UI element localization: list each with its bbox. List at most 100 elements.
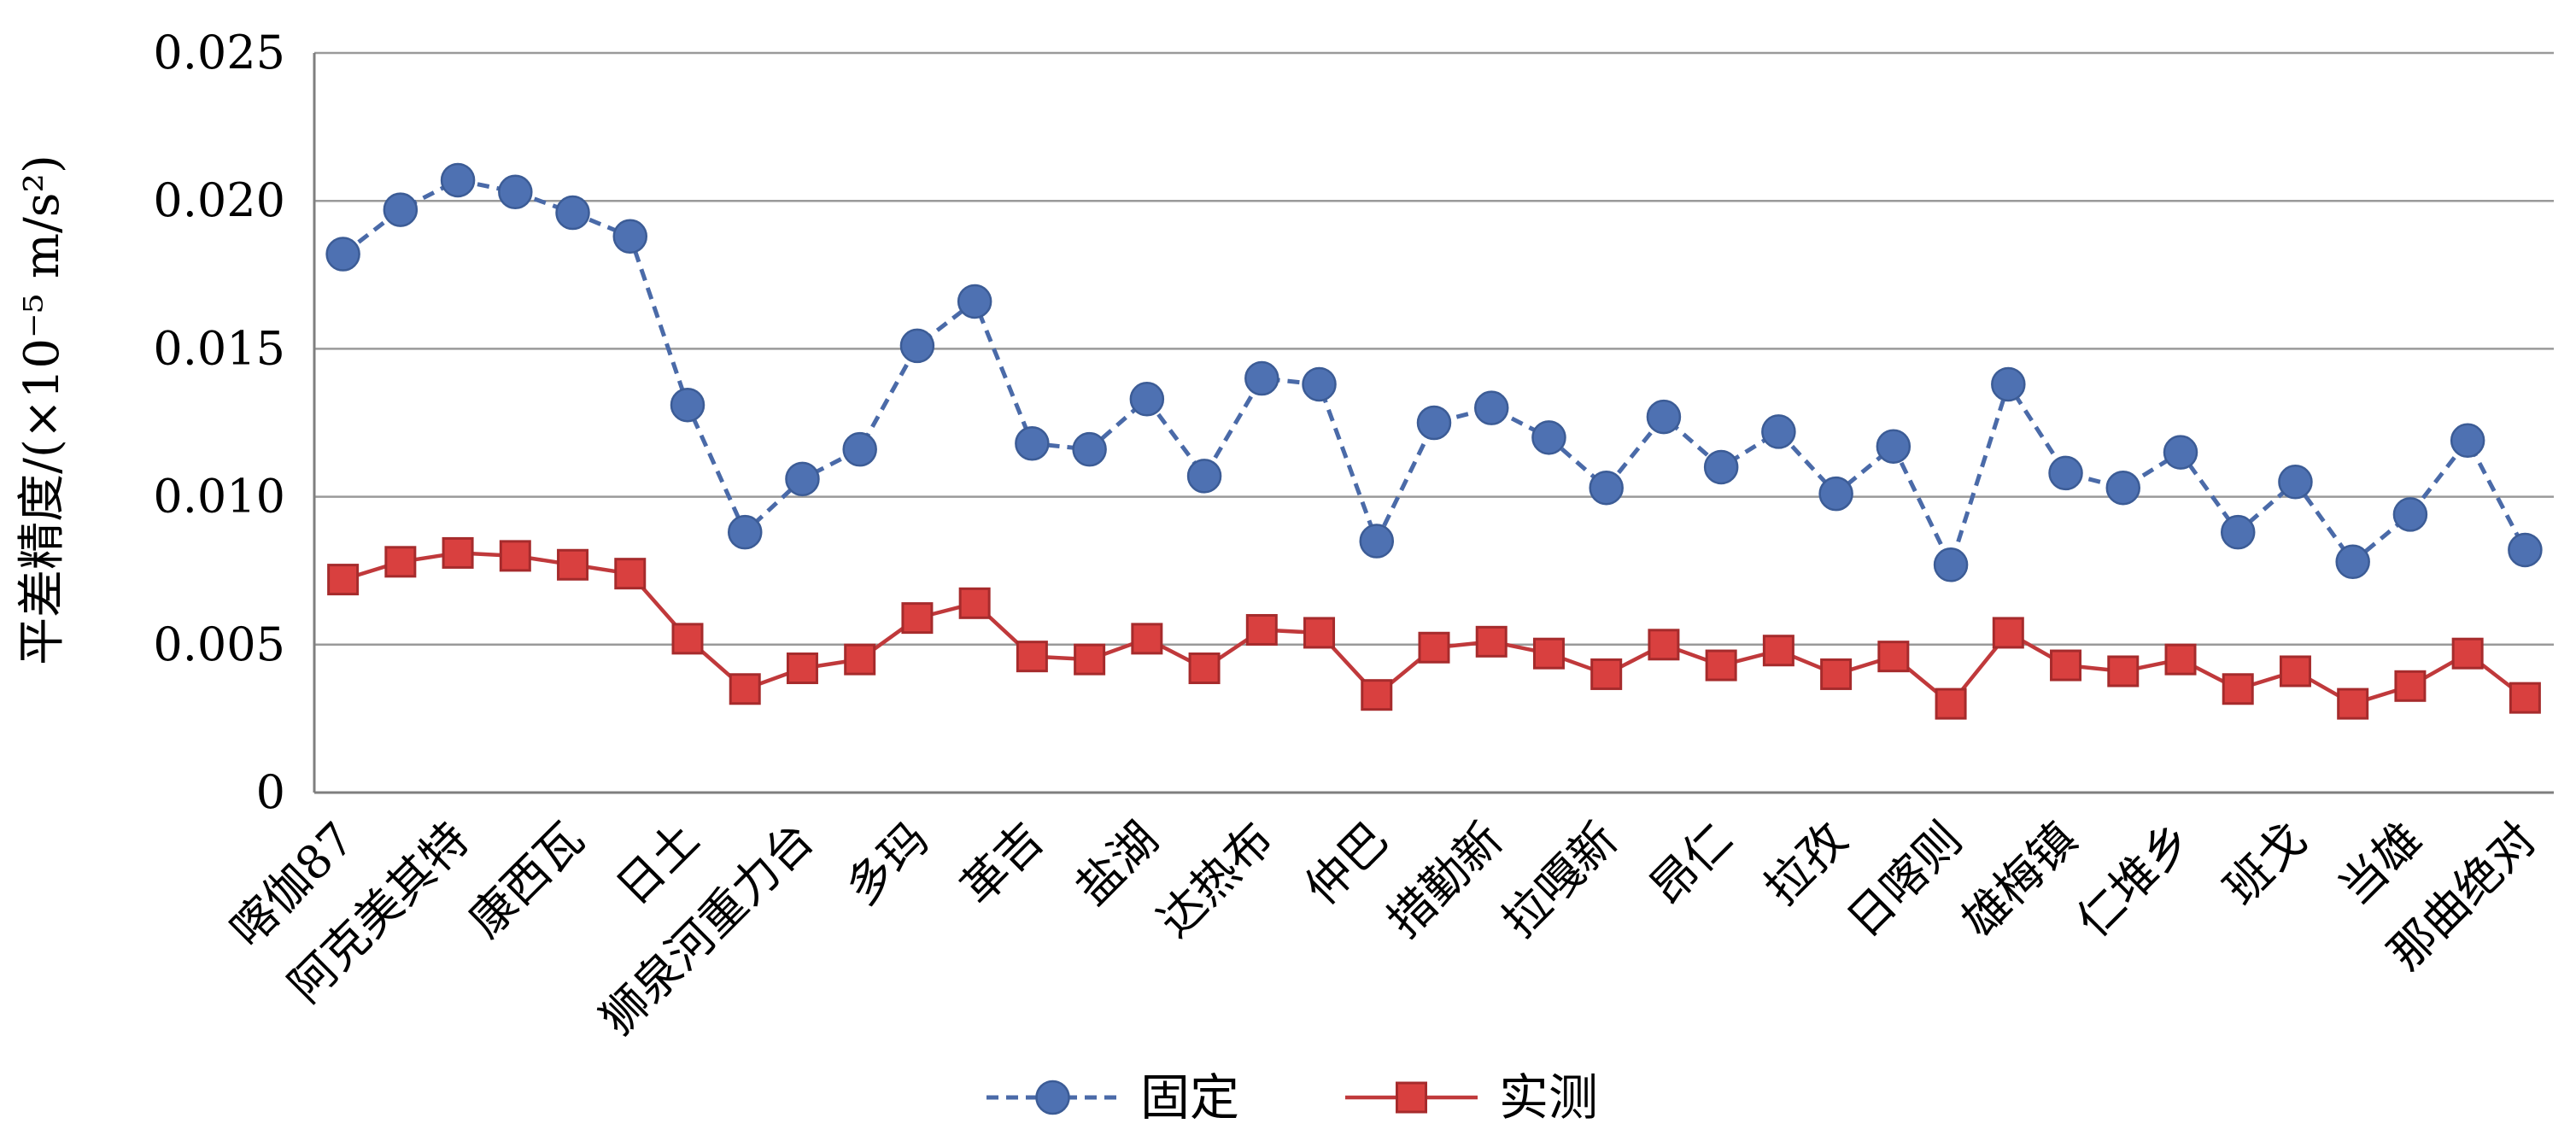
data-point [2335,544,2370,580]
x-category-label: 日土 [606,812,709,916]
x-category-label: 康西瓦 [459,812,594,948]
data-point [1072,431,1107,467]
data-point [670,387,705,423]
x-category-label: 日喀则 [1836,812,1972,948]
data-point [2508,532,2543,568]
data-point [901,602,934,635]
legend-marker [1396,1081,1427,1114]
data-point [1648,629,1680,661]
x-category-label: 多玛 [835,812,939,916]
data-point [2394,670,2427,702]
x-category-label: 当雄 [2328,812,2432,916]
data-point [2163,435,2198,470]
legend-item-measured: 实测 [1345,1068,1598,1127]
x-category-label: 狮泉河重力台 [590,812,824,1046]
data-point [2451,637,2484,670]
legend-label: 实测 [1499,1068,1598,1127]
data-point [1015,425,1050,461]
data-point [2220,514,2256,550]
data-point [1416,405,1452,441]
data-point [499,540,531,572]
legend-item-fixed: 固定 [986,1068,1239,1127]
data-point [1761,414,1796,449]
series-line [342,551,2526,706]
data-point [2050,649,2082,682]
data-point [383,192,419,227]
data-point [1818,476,1853,512]
data-point [785,461,820,497]
data-point [1244,360,1279,396]
data-point [2392,497,2428,532]
data-point [2164,643,2197,676]
data-point [727,514,763,550]
data-point [1473,390,1509,425]
data-point [671,623,704,655]
y-axis-title: 平差精度/(×10⁻⁵ m/s²) [15,155,70,665]
data-point [442,536,474,569]
x-category-label: 班戈 [2214,812,2317,916]
data-point [1245,613,1278,646]
data-point [2337,688,2369,720]
data-point [2278,465,2313,500]
x-category-label: 仁堆乡 [2066,812,2202,948]
x-category-label: 措勤新 [1377,812,1513,948]
x-category-label: 拉嘎新 [1492,812,1628,948]
x-category-label: 仲巴 [1295,812,1398,916]
y-tick-label: 0.020 [153,173,285,227]
data-point [1532,637,1565,670]
series-measured [327,536,2541,720]
data-point [2450,423,2485,459]
data-point [1646,399,1682,435]
data-point [786,653,818,685]
data-point [498,174,533,210]
data-point [1876,429,1912,464]
data-point [1186,459,1222,494]
data-point [1016,641,1048,673]
y-tick-label: 0.025 [153,26,285,79]
data-point [327,564,360,596]
data-point [2509,682,2541,714]
series-fixed [325,162,2543,582]
data-point [557,548,589,581]
data-point [1820,658,1853,690]
y-tick-label: 0.005 [153,617,285,671]
data-point [958,587,991,619]
data-point [2048,455,2083,491]
data-point [1531,420,1566,455]
y-tick-label: 0 [256,765,285,819]
y-tick-label: 0.010 [153,470,285,524]
data-point [614,558,647,590]
data-point [1188,653,1221,685]
x-category-label: 达热布 [1147,812,1283,948]
data-point [325,237,360,272]
data-point [1933,547,1969,582]
series-line [342,178,2527,567]
data-point [1992,617,2024,649]
data-point [1303,617,1336,649]
y-axis-ticks: 0 0.005 0.010 0.015 0.020 0.025 [153,26,285,819]
data-point [1475,625,1508,658]
data-point [1991,366,2026,402]
series-layer [325,162,2543,720]
data-point [2107,655,2140,688]
data-point [842,431,877,467]
legend-label: 固定 [1140,1068,1239,1127]
data-point [1131,623,1163,655]
data-point [957,284,992,319]
data-point [384,546,417,578]
x-axis-labels: 喀伽87阿克美其特康西瓦 日土狮泉河重力台 多玛 革吉 盐湖达热布 仲巴措勤新拉嘎新 昂仁拉… [220,812,2546,1046]
x-category-label: 盐湖 [1065,812,1168,916]
legend-marker [1035,1080,1070,1115]
data-point [729,673,761,705]
legend: 固定 实测 [986,1068,1598,1127]
y-tick-label: 0.015 [153,321,285,375]
data-point [1418,631,1450,664]
data-point [2105,470,2141,506]
data-point [1935,688,1967,720]
x-category-label: 昂仁 [1639,812,1742,916]
data-point [1877,641,1910,673]
data-point [1705,649,1737,682]
x-category-label: 雄梅镇 [1952,812,2087,948]
